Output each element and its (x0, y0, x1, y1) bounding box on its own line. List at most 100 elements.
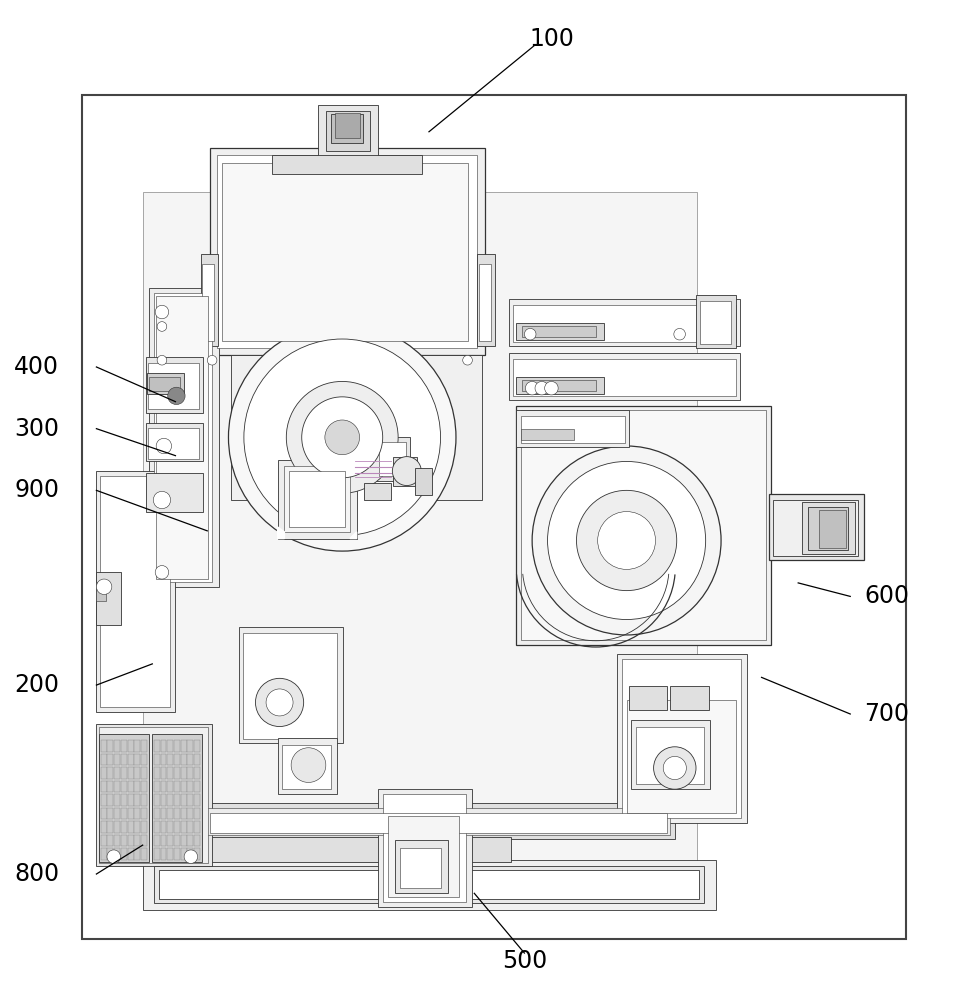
Bar (149, 288, 219, 587)
Circle shape (392, 457, 421, 486)
Bar (174, 848, 179, 860)
Bar (127, 781, 133, 792)
Bar (187, 754, 193, 765)
Bar (108, 740, 114, 752)
Bar (135, 754, 141, 765)
Bar (181, 848, 187, 860)
Bar (127, 767, 133, 779)
Bar (114, 740, 120, 752)
Circle shape (157, 355, 167, 365)
Bar (82, 95, 906, 939)
Bar (239, 627, 343, 743)
Bar (100, 835, 106, 846)
Circle shape (302, 397, 383, 478)
Bar (627, 700, 736, 813)
Bar (154, 767, 160, 779)
Bar (231, 355, 482, 500)
Bar (141, 754, 147, 765)
Bar (154, 293, 212, 582)
Bar (388, 816, 459, 897)
Bar (100, 808, 106, 819)
Circle shape (207, 355, 217, 365)
Bar (513, 359, 736, 396)
Bar (278, 460, 357, 539)
Bar (159, 870, 699, 899)
Bar (143, 192, 697, 861)
Circle shape (157, 322, 167, 331)
Text: 100: 100 (529, 27, 574, 51)
Bar (195, 848, 201, 860)
Bar (127, 794, 133, 806)
Circle shape (674, 328, 685, 340)
Bar (187, 821, 193, 833)
Bar (670, 686, 709, 710)
Bar (636, 727, 704, 784)
Bar (135, 808, 141, 819)
Bar (202, 837, 511, 861)
Bar (135, 740, 141, 752)
Bar (100, 781, 106, 792)
Bar (174, 794, 179, 806)
Bar (141, 808, 147, 819)
Bar (160, 767, 166, 779)
Bar (802, 502, 855, 554)
Bar (521, 416, 625, 443)
Bar (477, 254, 495, 346)
Bar (154, 781, 160, 792)
Bar (174, 835, 179, 846)
Bar (395, 840, 448, 893)
Bar (331, 114, 363, 143)
Bar (114, 754, 120, 765)
Bar (96, 572, 120, 625)
Bar (154, 794, 160, 806)
Bar (108, 848, 114, 860)
Bar (121, 781, 127, 792)
Circle shape (525, 381, 539, 395)
Bar (168, 754, 174, 765)
Bar (622, 659, 741, 818)
Bar (146, 473, 203, 512)
Bar (617, 654, 747, 823)
Bar (141, 767, 147, 779)
Circle shape (654, 747, 696, 789)
Bar (393, 457, 417, 486)
Text: 600: 600 (865, 584, 909, 608)
Bar (174, 808, 179, 819)
Bar (146, 423, 203, 461)
Bar (108, 821, 114, 833)
Bar (114, 808, 120, 819)
Bar (278, 738, 337, 794)
Bar (141, 794, 147, 806)
Bar (127, 740, 133, 752)
Bar (522, 326, 596, 337)
Bar (121, 848, 127, 860)
Bar (696, 295, 736, 348)
Bar (202, 803, 675, 839)
Bar (121, 767, 127, 779)
Bar (127, 835, 133, 846)
Bar (326, 111, 370, 151)
Circle shape (532, 446, 721, 635)
Bar (141, 781, 147, 792)
Bar (318, 105, 378, 158)
Circle shape (545, 381, 558, 395)
Circle shape (228, 324, 456, 551)
Bar (479, 264, 491, 341)
Text: 800: 800 (14, 862, 59, 886)
Bar (160, 794, 166, 806)
Bar (195, 781, 201, 792)
Bar (156, 296, 208, 579)
Bar (364, 483, 391, 500)
Bar (146, 357, 203, 413)
Bar (202, 264, 214, 341)
Bar (108, 835, 114, 846)
Bar (181, 781, 187, 792)
Text: 400: 400 (14, 355, 59, 379)
Bar (516, 377, 604, 394)
Bar (181, 821, 187, 833)
Bar (282, 745, 331, 789)
Bar (99, 734, 149, 861)
Circle shape (255, 678, 304, 727)
Bar (154, 754, 160, 765)
Bar (135, 821, 141, 833)
